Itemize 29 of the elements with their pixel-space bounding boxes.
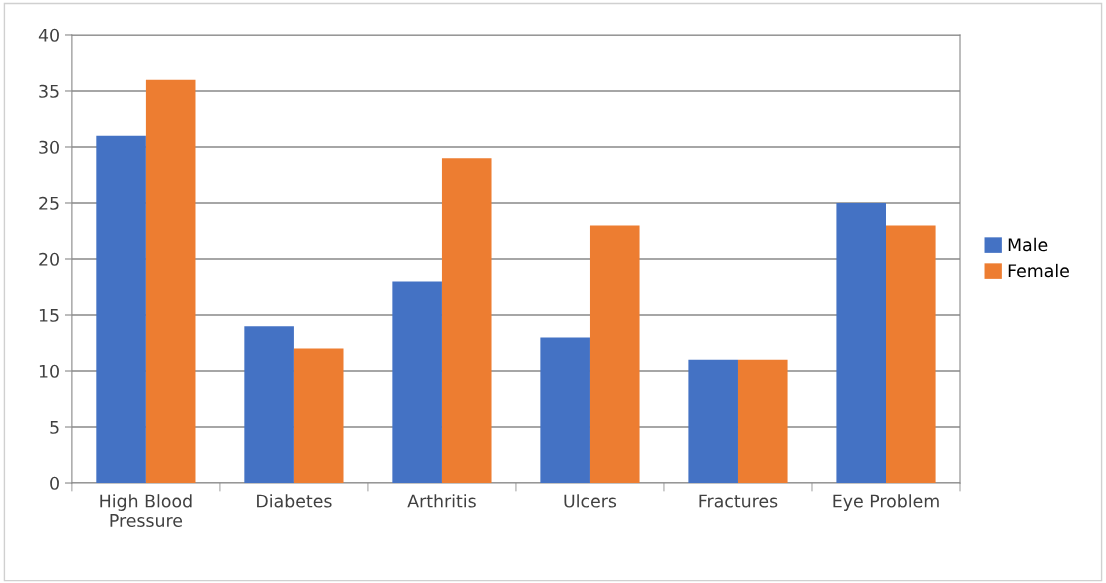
bar (244, 326, 294, 484)
legend-label: Female (1008, 263, 1069, 278)
y-tick-label: 35 (39, 84, 59, 98)
bar (441, 158, 492, 484)
bar (836, 202, 886, 484)
bar (145, 79, 196, 484)
x-tick-label: High Blood Pressure (100, 494, 192, 528)
y-tick-label: 5 (50, 420, 59, 434)
bar (96, 135, 146, 484)
y-tick-label: 20 (39, 252, 59, 266)
bar (392, 281, 442, 484)
y-tick-label: 0 (50, 476, 59, 490)
bar (886, 225, 936, 484)
y-tick-label: 25 (39, 196, 59, 210)
x-tick-label: Fractures (699, 494, 778, 508)
x-tick-label: Arthritis (407, 494, 476, 508)
legend-label: Male (1008, 237, 1048, 252)
bar (540, 337, 590, 484)
x-tick-label: Eye Problem (833, 494, 939, 511)
bar (293, 348, 344, 484)
y-tick-label: 40 (38, 28, 59, 42)
bar (688, 359, 738, 484)
y-tick-label: 30 (39, 140, 59, 154)
bar (589, 225, 640, 484)
bar (737, 359, 788, 484)
y-tick-label: 15 (39, 308, 59, 322)
y-tick-label: 10 (39, 364, 59, 378)
x-tick-label: Ulcers (564, 494, 617, 508)
x-tick-label: Diabetes (257, 494, 332, 508)
